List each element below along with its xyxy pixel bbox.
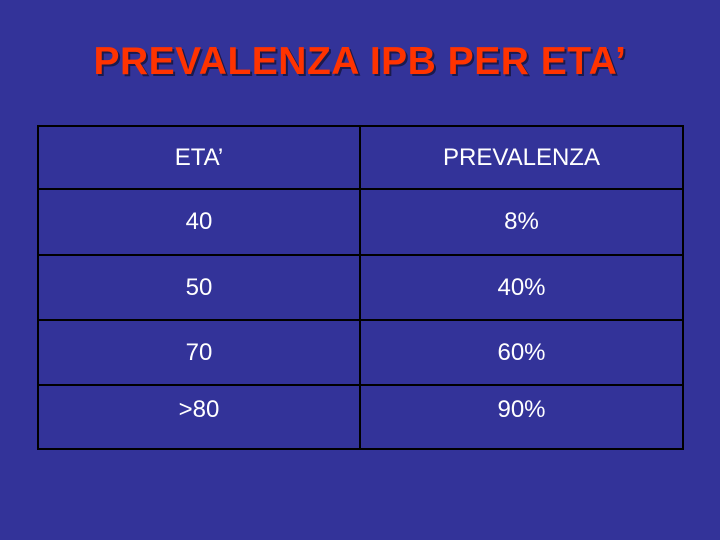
table-cell-age: >80	[39, 386, 361, 448]
slide-title: PREVALENZA IPB PER ETA’	[93, 40, 627, 83]
table-cell-prevalence: 40%	[361, 256, 682, 321]
table-header-eta: ETA’	[39, 127, 361, 190]
table-cell-age: 70	[39, 321, 361, 386]
table-cell-prevalence: 60%	[361, 321, 682, 386]
table-cell-age: 40	[39, 190, 361, 256]
prevalence-table: ETA’ PREVALENZA 40 8% 50 40% 70 60% >80 …	[37, 125, 684, 450]
table-cell-prevalence: 90%	[497, 396, 546, 423]
table-cell-prevalence: 8%	[361, 190, 682, 256]
table-cell-age: 50	[39, 256, 361, 321]
table-header-prevalenza: PREVALENZA	[361, 127, 682, 190]
